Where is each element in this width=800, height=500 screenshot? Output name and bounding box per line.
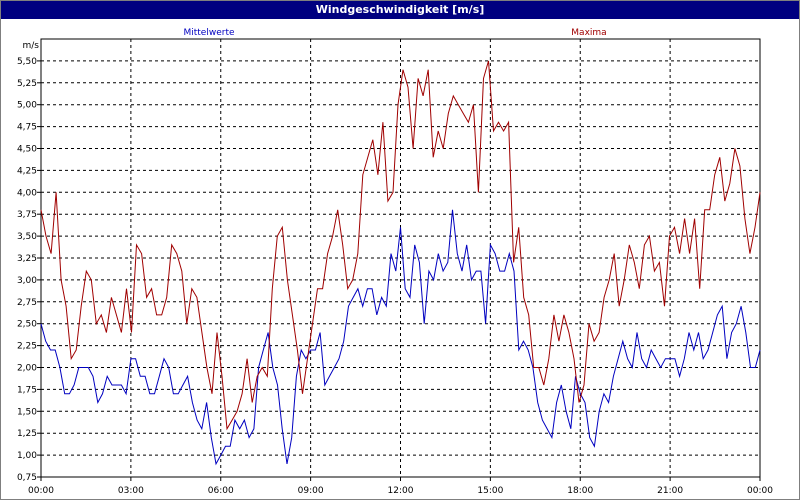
y-tick-label: 3,50 bbox=[17, 232, 37, 242]
x-tick-time: 06:00 bbox=[208, 486, 234, 496]
y-tick-label: 3,25 bbox=[17, 254, 37, 264]
y-tick-label: 0,75 bbox=[17, 473, 37, 483]
x-tick-time: 12:00 bbox=[388, 486, 414, 496]
legend-maxima: Maxima bbox=[571, 28, 606, 38]
x-tick-time: 18:00 bbox=[567, 486, 593, 496]
x-tick-time: 09:00 bbox=[298, 486, 324, 496]
y-tick-label: 1,75 bbox=[17, 385, 37, 395]
window-title: Windgeschwindigkeit [m/s] bbox=[1, 1, 799, 19]
y-tick-label: 2,75 bbox=[17, 298, 37, 308]
x-tick-time: 00:00 bbox=[28, 486, 54, 496]
wind-speed-chart: 0,75 1,00 1,25 1,50 1,75 2,00 2,25 2,50 2,75 3,00… bbox=[17, 28, 773, 496]
y-tick-label: 2,00 bbox=[17, 364, 37, 374]
y-tick-label: 1,00 bbox=[17, 451, 37, 461]
y-tick-label: 4,00 bbox=[17, 188, 37, 198]
y-tick-label: 3,75 bbox=[17, 210, 37, 220]
x-axis-ticks: 00:0020.11.2003:0020.11.2006:0020.11.200… bbox=[28, 477, 773, 496]
y-axis-label: m/s bbox=[23, 41, 40, 51]
y-tick-label: 3,00 bbox=[17, 276, 37, 286]
y-tick-label: 1,25 bbox=[17, 429, 37, 439]
series-line-maxima bbox=[40, 60, 761, 431]
y-tick-label: 4,25 bbox=[17, 166, 37, 176]
y-tick-label: 1,50 bbox=[17, 407, 37, 417]
legend-mittelwerte: Mittelwerte bbox=[183, 28, 234, 38]
y-tick-label: 4,75 bbox=[17, 123, 37, 133]
x-tick-time: 15:00 bbox=[477, 486, 503, 496]
x-tick-time: 21:00 bbox=[657, 486, 683, 496]
y-tick-label: 5,00 bbox=[17, 101, 37, 111]
y-tick-label: 5,50 bbox=[17, 57, 37, 67]
series-line-mittelwerte bbox=[40, 209, 761, 466]
x-tick-time: 03:00 bbox=[118, 486, 144, 496]
y-tick-label: 2,50 bbox=[17, 320, 37, 330]
y-axis-ticks: 0,75 1,00 1,25 1,50 1,75 2,00 2,25 2,50 2,75 3,00… bbox=[17, 57, 41, 483]
y-tick-label: 4,50 bbox=[17, 145, 37, 155]
grid-lines bbox=[41, 39, 760, 478]
series-lines bbox=[40, 60, 761, 466]
y-tick-label: 5,25 bbox=[17, 79, 37, 89]
x-tick-time: 00:00 bbox=[747, 486, 773, 496]
y-tick-label: 2,25 bbox=[17, 342, 37, 352]
